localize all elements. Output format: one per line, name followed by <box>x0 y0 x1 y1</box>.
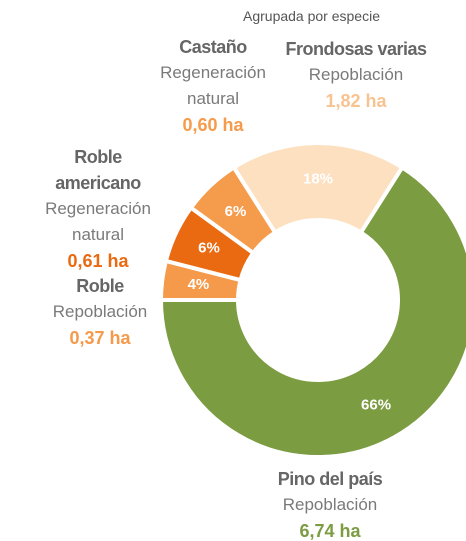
value-label: 6% <box>225 203 247 220</box>
category-name: Roble americano <box>55 147 141 193</box>
category-sublabel: Repoblación <box>282 495 378 514</box>
area-label: 0,37 ha <box>69 328 131 348</box>
value-label: 66% <box>361 397 391 414</box>
subtitle: Agrupada por especie <box>243 8 380 24</box>
area-label: 0,61 ha <box>67 251 129 271</box>
slice <box>231 141 405 236</box>
area-label: 1,82 ha <box>325 91 387 111</box>
category-label: Frondosas varias Repoblación 1,82 ha <box>271 36 441 114</box>
value-label: 4% <box>188 276 210 293</box>
slice <box>158 164 466 459</box>
category-label: Castaño Regeneración natural 0,60 ha <box>153 34 273 138</box>
category-sublabel: Regeneración natural <box>160 63 266 108</box>
area-label: 0,60 ha <box>182 115 244 135</box>
category-sublabel: Regeneración natural <box>45 199 151 244</box>
category-sublabel: Repoblación <box>52 302 148 321</box>
category-name: Pino del país <box>277 469 383 489</box>
category-name: Castaño <box>179 37 247 57</box>
value-label: 18% <box>303 170 333 187</box>
area-label: 6,74 ha <box>299 521 361 541</box>
category-label: Pino del país Repoblación 6,74 ha <box>265 466 395 541</box>
value-label: 6% <box>198 240 220 257</box>
category-name: Frondosas varias <box>285 39 427 59</box>
category-label: Roble Repoblación 0,37 ha <box>35 273 165 351</box>
category-name: Roble <box>76 276 124 296</box>
category-label: Roble americano Regeneración natural 0,61 … <box>33 144 163 274</box>
category-sublabel: Repoblación <box>308 65 404 84</box>
